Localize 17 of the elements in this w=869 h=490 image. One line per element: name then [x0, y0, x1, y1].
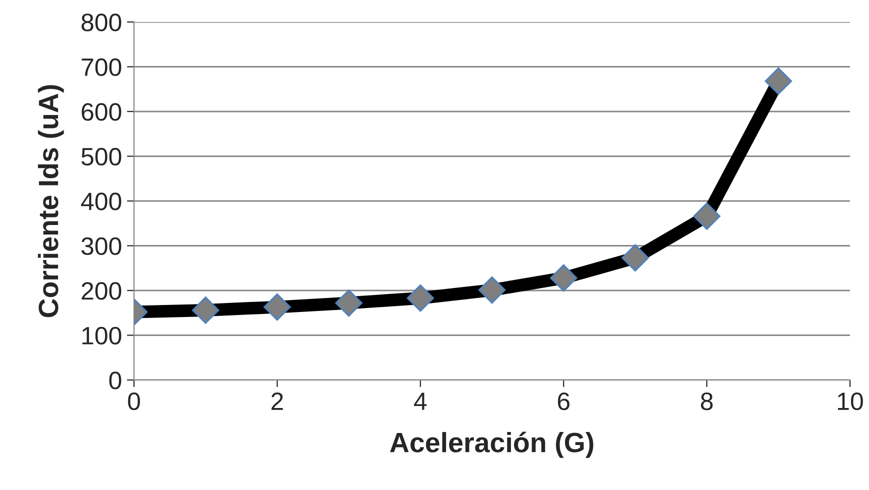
x-tick-label: 4 — [414, 392, 427, 410]
x-tick-label: 8 — [700, 392, 713, 410]
x-tick-label: 2 — [272, 392, 283, 410]
y-tick-label: 300 — [81, 237, 122, 256]
x-tick-label: 10 — [838, 392, 863, 410]
y-tick-label: 700 — [82, 58, 122, 76]
y-tick-label: 800 — [82, 14, 122, 32]
y-axis-title: Corriente Ids (uA) — [38, 85, 64, 318]
x-tick-label: 6 — [558, 392, 570, 410]
x-tick-label: 0 — [128, 392, 140, 410]
y-tick-label: 200 — [82, 282, 122, 300]
y-tick-label: 0 — [109, 372, 122, 390]
y-tick-label: 500 — [81, 148, 122, 166]
y-tick-label: 400 — [81, 192, 122, 210]
y-tick-label: 600 — [82, 103, 122, 121]
y-tick-label: 100 — [82, 326, 122, 345]
x-axis-title: Aceleración (G) — [390, 432, 594, 458]
